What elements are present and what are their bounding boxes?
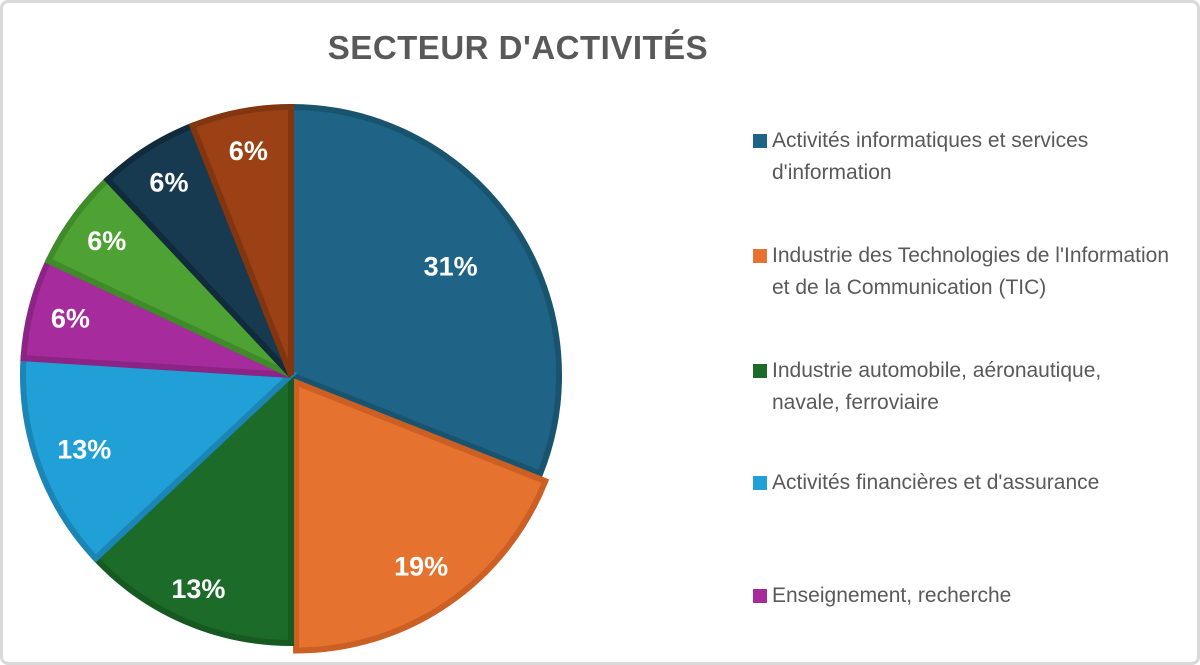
pie-slice [188, 103, 294, 377]
legend-swatch-icon [753, 364, 767, 378]
legend-item: Activités informatiques et services d'in… [753, 125, 1173, 189]
legend-item-label: Activités informatiques et services d'in… [772, 129, 1089, 184]
pie-slice-percent-label: 31% [424, 252, 478, 282]
pie-chart-svg: 31% 19% 13% 13% 6% 6% 6% 6% [20, 103, 562, 654]
legend-swatch-icon [753, 589, 767, 603]
legend-item-label: Industrie automobile, aéronautique, nava… [772, 359, 1102, 414]
legend-item: Activités financières et d'assurance [753, 467, 1173, 499]
pie-slice [293, 378, 550, 654]
pie-slice [20, 354, 299, 563]
chart-legend: Activités informatiques et services d'in… [753, 3, 1183, 662]
pie-slice-percent-label: 6% [229, 136, 268, 166]
chart-title: SECTEUR D'ACTIVITÉS [327, 29, 709, 66]
legend-item: Industrie automobile, aéronautique, nava… [753, 355, 1173, 419]
pie-slice-percent-label: 6% [51, 303, 90, 333]
pie-slice-percent-label: 6% [149, 168, 188, 198]
pie-slice [91, 368, 294, 647]
legend-item-label: Enseignement, recherche [772, 584, 1012, 607]
legend-swatch-icon [753, 134, 767, 148]
pie-slice-percent-label: 6% [87, 226, 126, 256]
legend-item-label: Activités financières et d'assurance [772, 471, 1100, 494]
legend-item-label: Industrie des Technologies de l'Informat… [772, 244, 1170, 299]
legend-item: Industrie des Technologies de l'Informat… [753, 240, 1173, 304]
legend-swatch-icon [753, 476, 767, 490]
pie-slice-percent-label: 13% [57, 434, 111, 464]
pie-slice-percent-label: 13% [171, 574, 225, 604]
pie-slice-percent-label: 19% [394, 551, 448, 581]
legend-item: Enseignement, recherche [753, 580, 1173, 612]
pie-slice [288, 103, 562, 478]
legend-swatch-icon [753, 249, 767, 263]
pie-chart: 31% 19% 13% 13% 6% 6% 6% 6% [3, 93, 583, 662]
